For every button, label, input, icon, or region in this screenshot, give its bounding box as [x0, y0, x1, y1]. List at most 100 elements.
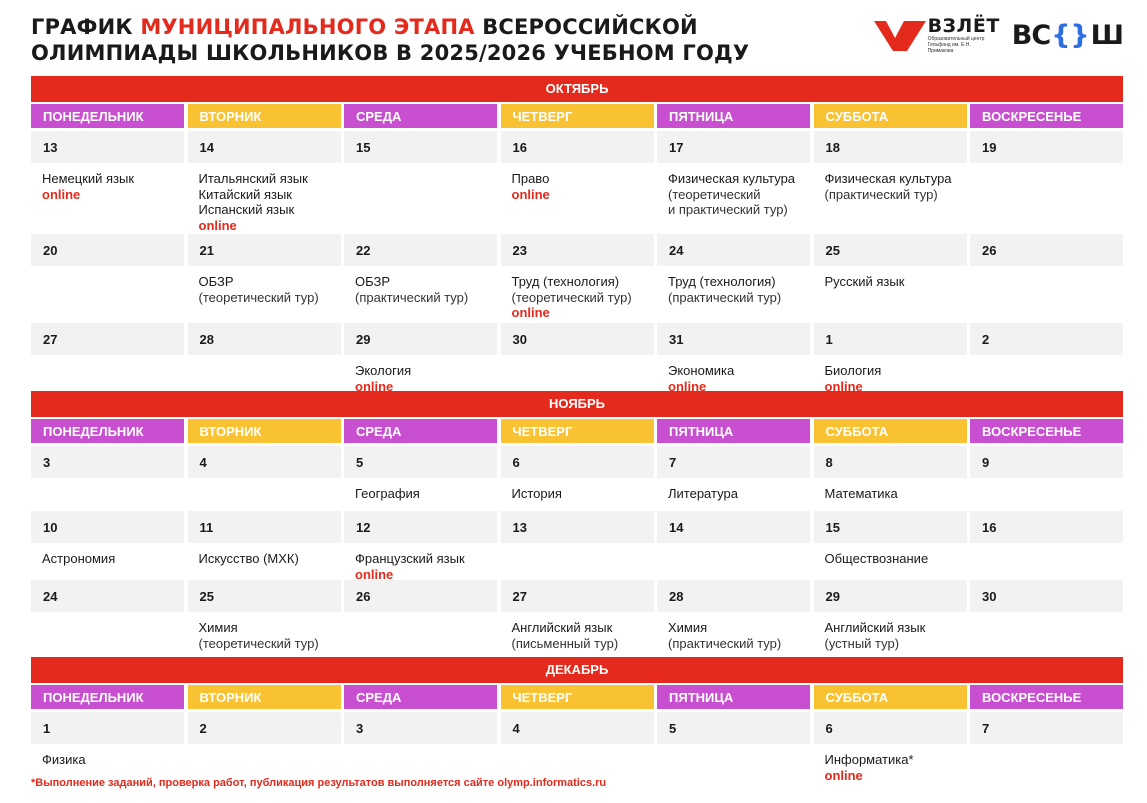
week-date-row: 20 21 22 23 24 25 26	[31, 231, 1123, 266]
weekday-header: СУББОТА	[813, 419, 967, 443]
day-number: 29	[344, 323, 497, 355]
event-subject: Испанский язык	[198, 202, 295, 217]
week-events-row: Химия (теоретический тур) Английский язык(…	[31, 612, 1123, 658]
day-events	[188, 355, 341, 395]
event-subject: Информатика*	[824, 752, 914, 767]
week-date-row: 13 14 15 16 17 18 19	[31, 128, 1123, 163]
day-number: 25	[187, 580, 341, 612]
day-events: Итальянский язык Китайский язык Испанский …	[188, 163, 341, 233]
day-number: 16	[970, 511, 1123, 543]
weekday-header: СУББОТА	[813, 104, 967, 128]
day-number: 13	[500, 511, 654, 543]
event-subject: Итальянский язык	[198, 171, 308, 186]
weekday-header: ВОСКРЕСЕНЬЕ	[970, 419, 1123, 443]
title-part2: ВСЕРОССИЙСКОЙ	[474, 15, 698, 39]
event-note: (практический тур)	[668, 635, 782, 651]
title-line2: ОЛИМПИАДЫ ШКОЛЬНИКОВ В 2025/2026 УЧЕБНОМ…	[31, 41, 750, 65]
event-note: (устный тур)	[824, 635, 900, 651]
day-events: Литература	[657, 478, 810, 508]
week-date-row: 24 25 26 27 28 29 30	[31, 577, 1123, 612]
event-note: (теоретический тур)	[511, 289, 632, 305]
weekday-header: ПОНЕДЕЛЬНИК	[31, 104, 184, 128]
day-number: 1	[813, 323, 967, 355]
day-events: Экономика online	[657, 355, 810, 395]
logos: ВЗЛЁТ Образовательный центр Гельфанд им.…	[873, 17, 1124, 54]
day-number: 27	[31, 323, 184, 355]
day-events	[970, 355, 1123, 395]
weekday-header-row: ПОНЕДЕЛЬНИК ВТОРНИК СРЕДА ЧЕТВЕРГ ПЯТНИЦА СУБ…	[31, 683, 1123, 709]
week-events-row: Немецкий язык online Итальянский язык Китай…	[31, 163, 1123, 233]
day-events: История	[501, 478, 654, 508]
event-note: (теоретический тур)	[198, 635, 319, 651]
day-number: 5	[344, 446, 497, 478]
weekday-header: ПЯТНИЦА	[657, 685, 810, 709]
event-note: (практический тур)	[824, 186, 938, 202]
event-note: и практический тур)	[668, 202, 788, 217]
day-events	[501, 355, 654, 395]
day-number: 15	[813, 511, 967, 543]
day-events	[970, 163, 1123, 231]
event-subject: История	[511, 486, 562, 501]
day-events: ОБЗР (практический тур)	[344, 266, 497, 320]
day-number: 6	[500, 446, 654, 478]
day-number: 29	[813, 580, 967, 612]
day-number: 18	[813, 131, 967, 163]
day-events: Труд (технология) (практический тур)	[657, 266, 810, 320]
day-events: Труд (технология) (теоретический тур) onli…	[501, 266, 654, 320]
day-number: 17	[657, 131, 810, 163]
weekday-header: ВОСКРЕСЕНЬЕ	[970, 685, 1123, 709]
day-number: 7	[970, 712, 1123, 744]
week-date-row: 10 11 12 13 14 15 16	[31, 508, 1123, 543]
day-number: 30	[970, 580, 1123, 612]
day-events	[657, 744, 810, 794]
event-subject: Английский язык	[824, 620, 926, 635]
day-events: Искусство (МХК)	[188, 543, 341, 577]
month-section: НОЯБРЬ ПОНЕДЕЛЬНИК ВТОРНИК СРЕДА ЧЕТВЕРГ ПЯТН…	[31, 391, 1123, 658]
event-note: (практический тур)	[355, 289, 469, 305]
day-events: Английский язык (письменный тур)	[501, 612, 654, 658]
vsosh-logo: ВС{} Ш	[1011, 19, 1124, 51]
day-number: 6	[813, 712, 967, 744]
event-note: (письменный тур)	[511, 635, 619, 651]
day-number: 4	[500, 712, 654, 744]
day-number: 27	[500, 580, 654, 612]
online-label: online	[824, 767, 863, 783]
day-number: 14	[657, 511, 810, 543]
day-events	[657, 543, 810, 577]
day-number: 7	[657, 446, 810, 478]
event-subject: ОБЗР	[198, 274, 234, 289]
day-number: 31	[657, 323, 810, 355]
event-subject: Немецкий язык	[42, 171, 135, 186]
day-events	[188, 478, 341, 508]
week-events-row: ОБЗР (теоретический тур) ОБЗР (практический…	[31, 266, 1123, 320]
day-number: 22	[344, 234, 497, 266]
day-number: 16	[500, 131, 654, 163]
weekday-header: ПОНЕДЕЛЬНИК	[31, 419, 184, 443]
day-events: Химия (практический тур)	[657, 612, 810, 658]
event-subject: Биология	[824, 363, 882, 378]
day-events	[31, 266, 184, 320]
day-events	[344, 163, 497, 231]
day-events: Французский язык online	[344, 543, 497, 582]
day-events	[31, 612, 184, 658]
day-events: Физическая культура (практический тур)	[814, 163, 967, 231]
weekday-header: СУББОТА	[813, 685, 967, 709]
weekday-header: ЧЕТВЕРГ	[500, 685, 654, 709]
day-number: 26	[970, 234, 1123, 266]
event-subject: ОБЗР	[355, 274, 391, 289]
event-subject: Китайский язык	[198, 186, 293, 202]
day-events: География	[344, 478, 497, 508]
day-events: Биология online	[814, 355, 967, 395]
day-events	[970, 543, 1123, 577]
day-number: 11	[187, 511, 341, 543]
online-label: online	[668, 378, 707, 394]
event-subject: Право	[511, 171, 550, 186]
day-events	[970, 612, 1123, 658]
vsosh-logo-left: ВС	[1011, 19, 1051, 51]
online-label: online	[42, 186, 81, 202]
day-number: 13	[31, 131, 184, 163]
day-number: 28	[187, 323, 341, 355]
week-events-row: География История Литература Математика	[31, 478, 1123, 508]
day-number: 1	[31, 712, 184, 744]
